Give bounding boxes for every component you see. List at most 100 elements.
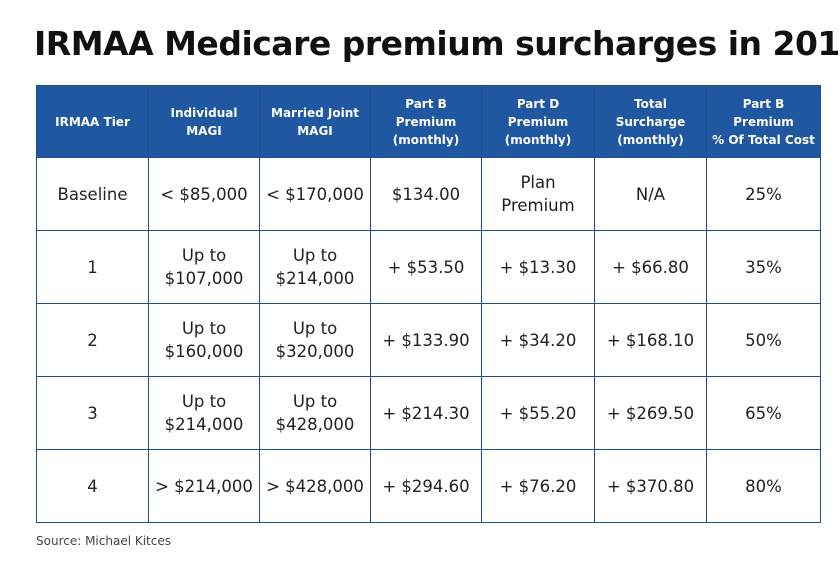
table-cell: + $66.80 xyxy=(594,230,707,304)
header-line: Premium xyxy=(395,114,457,129)
cell-line: 35% xyxy=(745,257,782,277)
cell-line: < $85,000 xyxy=(160,184,248,204)
header-line: Surcharge xyxy=(615,114,686,129)
cell-line: Up to xyxy=(292,319,338,338)
header-line: (monthly) xyxy=(504,132,572,147)
table-cell: 65% xyxy=(706,376,821,450)
source: Source: Michael Kitces xyxy=(36,534,171,548)
header-line: MAGI xyxy=(297,123,333,138)
header-line: Individual xyxy=(170,105,238,120)
table-cell: + $269.50 xyxy=(594,376,707,450)
table-cell: + $168.10 xyxy=(594,303,707,377)
cell-line: 25% xyxy=(745,184,782,204)
cell-line: 65% xyxy=(745,403,782,423)
surcharge-table: IRMAA Tier Individual MAGI Married Joint MAG… xyxy=(36,85,821,523)
table-header: IRMAA Tier Individual MAGI Married Joint MAG… xyxy=(36,85,821,158)
cell-line: 4 xyxy=(87,476,98,496)
table-row: 3 Up to $214,000 Up to $428,000 + $214.30 + $5… xyxy=(36,376,821,450)
table-cell: 1 xyxy=(36,230,149,304)
header-row: IRMAA Tier Individual MAGI Married Joint MAG… xyxy=(36,85,821,158)
cell-line: Up to xyxy=(181,246,227,265)
header-line: Premium xyxy=(507,114,569,129)
cell-line: Up to xyxy=(181,319,227,338)
cell-line: + $214.30 xyxy=(382,403,470,423)
table-cell: N/A xyxy=(594,157,707,231)
cell-line: Up to xyxy=(181,392,227,411)
table-cell: + $214.30 xyxy=(370,376,482,450)
table-cell: 80% xyxy=(706,449,821,523)
title: IRMAA Medicare premium surcharges in 201… xyxy=(34,24,840,63)
cell-line: < $170,000 xyxy=(266,184,364,204)
table-cell: Up to $107,000 xyxy=(148,230,260,304)
table-cell: + $34.20 xyxy=(481,303,595,377)
cell-line: > $214,000 xyxy=(155,476,253,496)
table-cell: Baseline xyxy=(36,157,149,231)
cell-line: + $269.50 xyxy=(606,403,695,423)
cell-line: > $428,000 xyxy=(266,476,364,496)
header-line: Part B xyxy=(742,96,785,111)
cell-line: + $34.20 xyxy=(499,330,577,350)
cell-line: 2 xyxy=(87,330,98,350)
table-cell: + $370.80 xyxy=(594,449,707,523)
header-line: IRMAA Tier xyxy=(55,114,130,129)
table-cell: > $428,000 xyxy=(259,449,371,523)
table-row: 1 Up to $107,000 Up to $214,000 + $53.50 + $13… xyxy=(36,230,821,304)
table-cell: > $214,000 xyxy=(148,449,260,523)
cell-line: $214,000 xyxy=(164,415,244,434)
cell-line: Plan xyxy=(520,173,556,192)
cell-line: + $66.80 xyxy=(612,257,689,277)
cell-line: $320,000 xyxy=(275,342,355,361)
cell-line: + $168.10 xyxy=(606,330,695,350)
table-cell: 25% xyxy=(706,157,821,231)
table-cell: 50% xyxy=(706,303,821,377)
cell-line: Up to xyxy=(292,392,338,411)
column-header: IRMAA Tier xyxy=(36,85,149,158)
cell-line: + $133.90 xyxy=(382,330,470,350)
table-cell: Up to $428,000 xyxy=(259,376,371,450)
header-line: Part D xyxy=(516,96,560,111)
cell-line: + $370.80 xyxy=(606,476,695,496)
table-cell: < $85,000 xyxy=(148,157,260,231)
cell-line: + $294.60 xyxy=(382,476,470,496)
table-row: Baseline < $85,000 < $170,000 $134.00 Plan Pr… xyxy=(36,157,821,231)
column-header: Part B Premium % Of Total Cost xyxy=(706,85,821,158)
column-header: Total Surcharge (monthly) xyxy=(594,85,707,158)
column-header: Individual MAGI xyxy=(148,85,260,158)
cell-line: + $53.50 xyxy=(387,257,465,277)
cell-line: Premium xyxy=(501,196,575,215)
table-cell: Plan Premium xyxy=(481,157,595,231)
cell-line: 1 xyxy=(87,257,98,277)
cell-line: $107,000 xyxy=(164,269,244,288)
table-cell: 35% xyxy=(706,230,821,304)
cell-line: $160,000 xyxy=(164,342,244,361)
cell-line: Baseline xyxy=(57,184,128,204)
table-cell: + $76.20 xyxy=(481,449,595,523)
table-cell: $134.00 xyxy=(370,157,482,231)
table-row: 4 > $214,000 > $428,000 + $294.60 + $76.20 + … xyxy=(36,449,821,523)
table-cell: Up to $214,000 xyxy=(148,376,260,450)
header-line: Premium xyxy=(733,114,794,129)
table-cell: 3 xyxy=(36,376,149,450)
table-cell: Up to $160,000 xyxy=(148,303,260,377)
table-cell: 4 xyxy=(36,449,149,523)
column-header: Part B Premium (monthly) xyxy=(370,85,482,158)
table-cell: Up to $214,000 xyxy=(259,230,371,304)
cell-line: 80% xyxy=(745,476,782,496)
cell-line: 50% xyxy=(745,330,782,350)
cell-line: + $55.20 xyxy=(499,403,577,423)
table-row: 2 Up to $160,000 Up to $320,000 + $133.90 + $3… xyxy=(36,303,821,377)
header-line: Part B xyxy=(405,96,447,111)
column-header: Married Joint MAGI xyxy=(259,85,371,158)
cell-line: $428,000 xyxy=(275,415,355,434)
header-line: MAGI xyxy=(186,123,222,138)
header-line: Married Joint xyxy=(271,105,359,120)
cell-line: N/A xyxy=(635,184,666,204)
table-cell: + $13.30 xyxy=(481,230,595,304)
header-line: (monthly) xyxy=(617,132,684,147)
cell-line: Up to xyxy=(292,246,338,265)
cell-line: $214,000 xyxy=(275,269,355,288)
header-line: Total xyxy=(634,96,667,111)
header-line: (monthly) xyxy=(392,132,460,147)
table-cell: + $53.50 xyxy=(370,230,482,304)
